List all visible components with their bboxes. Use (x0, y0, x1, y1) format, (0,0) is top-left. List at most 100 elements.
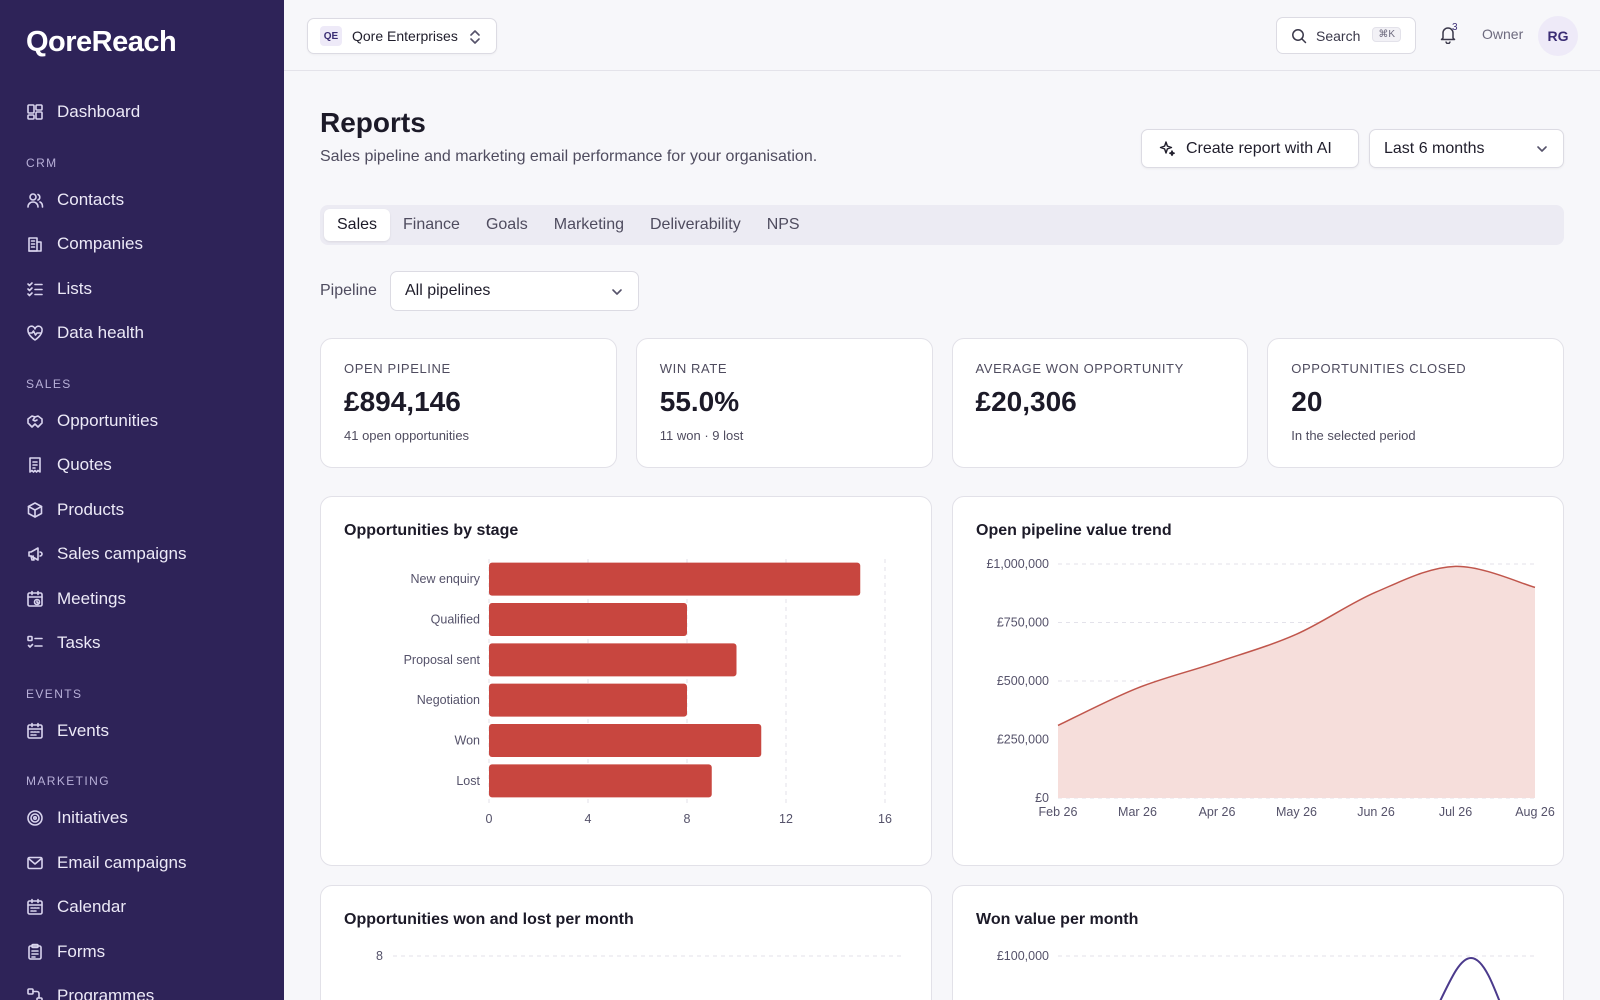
sidebar-item-forms[interactable]: Forms (0, 930, 284, 975)
card-title: Open pipeline value trend (976, 522, 1172, 539)
building-icon (26, 235, 44, 253)
sidebar-item-events[interactable]: Events (0, 709, 284, 754)
sidebar-item-label: Calendar (57, 897, 126, 917)
date-range-value: Last 6 months (1384, 139, 1485, 157)
list-check-icon (26, 280, 44, 298)
sidebar-item-email-campaigns[interactable]: Email campaigns (0, 841, 284, 886)
stat-value: 20 (1291, 386, 1323, 417)
sidebar-item-sales-campaigns[interactable]: Sales campaigns (0, 532, 284, 577)
tab-goals[interactable]: Goals (485, 216, 528, 233)
series-line[interactable] (1428, 956, 1509, 1000)
y-tick-label: £750,000 (997, 616, 1049, 630)
sidebar-item-companies[interactable]: Companies (0, 222, 284, 267)
stat-card: AVERAGE WON OPPORTUNITY £20,306 (951, 338, 1249, 468)
tab-deliverability[interactable]: Deliverability (650, 216, 741, 233)
create-report-ai-button[interactable]: Create report with AI (1141, 129, 1359, 168)
sidebar-section-title: MARKETING (26, 774, 110, 788)
receipt-icon (26, 456, 44, 474)
stat-note: In the selected period (1291, 428, 1416, 443)
sidebar-item-label: Events (57, 720, 109, 740)
stat-cards: OPEN PIPELINE £894,146 41 open opportuniti… (320, 338, 1564, 468)
x-tick-label: Jun 26 (1357, 805, 1395, 819)
series-line[interactable] (1057, 565, 1536, 727)
workflow-icon (26, 987, 44, 1000)
stat-label: AVERAGE WON OPPORTUNITY (975, 361, 1184, 376)
bar-won[interactable] (489, 724, 762, 757)
stat-value: £894,146 (344, 386, 461, 417)
box-icon (26, 501, 44, 519)
stat-note: 41 open opportunities (344, 428, 470, 443)
stat-note: 11 won · 9 lost (659, 428, 744, 443)
sidebar-item-calendar[interactable]: Calendar (0, 885, 284, 930)
bar-qualified[interactable] (489, 603, 687, 636)
sidebar: QoreReach Dashboard CRM Contacts Companies L… (0, 0, 284, 1000)
sidebar-item-label: Tasks (57, 633, 101, 653)
topbar: QE Qore Enterprises Search ⌘K 3 Owner RG (284, 0, 1600, 71)
sidebar-item-initiatives[interactable]: Initiatives (0, 796, 284, 841)
target-icon (26, 809, 44, 827)
avatar[interactable]: RG (1538, 16, 1578, 56)
card-title: Won value per month (976, 911, 1139, 928)
pipeline-select[interactable]: All pipelines (390, 271, 639, 311)
won-value-per-month-card: £100,000 Won value per month (952, 885, 1564, 1000)
bar-proposal-sent[interactable] (489, 643, 737, 677)
mail-icon (26, 854, 44, 872)
sidebar-item-dashboard[interactable]: Dashboard (0, 90, 284, 135)
tab-marketing[interactable]: Marketing (553, 216, 624, 233)
x-tick-label: 4 (585, 812, 592, 826)
y-tick-label: £1,000,000 (986, 557, 1049, 571)
x-tick-label: May 26 (1276, 805, 1317, 819)
search-button[interactable]: Search ⌘K (1276, 17, 1416, 54)
sidebar-section-title: EVENTS (26, 686, 83, 701)
ai-button-label: Create report with AI (1186, 139, 1332, 157)
pipeline-trend-card: £0 £250,000 £500,000 £750,000 £1,000,000 Feb … (952, 496, 1564, 866)
y-tick-label: £100,000 (997, 949, 1049, 963)
bell-icon[interactable] (1438, 24, 1458, 44)
sidebar-item-meetings[interactable]: Meetings (0, 577, 284, 622)
bar-new-enquiry[interactable] (489, 562, 861, 596)
app-logo[interactable]: QoreReach (26, 26, 177, 58)
sidebar-item-products[interactable]: Products (0, 488, 284, 533)
card-title: Opportunities by stage (344, 522, 519, 539)
clipboard-icon (26, 943, 44, 961)
bar-lost[interactable] (489, 764, 712, 798)
sidebar-item-contacts[interactable]: Contacts (0, 178, 284, 223)
sidebar-item-label: Meetings (57, 588, 126, 608)
sidebar-item-programmes[interactable]: Programmes (0, 974, 284, 1000)
sidebar-item-tasks[interactable]: Tasks (0, 621, 284, 666)
search-icon (1292, 28, 1307, 43)
calendar-clock-icon (26, 590, 44, 608)
opportunities-by-stage-card: 0 4 8 12 16 New enquiry Qualified Proposal sent… (320, 496, 932, 866)
user-role: Owner (1482, 26, 1524, 42)
date-range-select[interactable]: Last 6 months (1369, 129, 1564, 168)
sidebar-item-quotes[interactable]: Quotes (0, 443, 284, 488)
sidebar-item-lists[interactable]: Lists (0, 267, 284, 312)
pipeline-filter-label: Pipeline (320, 282, 377, 299)
search-shortcut: ⌘K (1372, 27, 1401, 42)
y-tick-label: £250,000 (997, 733, 1049, 747)
won-lost-chart: 8 (376, 949, 903, 963)
tab-sales[interactable]: Sales (324, 209, 391, 241)
sidebar-item-opportunities[interactable]: Opportunities (0, 399, 284, 444)
x-tick-label: 16 (878, 812, 892, 826)
bar-negotiation[interactable] (489, 683, 687, 717)
x-tick-label: Aug 26 (1515, 805, 1555, 819)
calendar-icon (26, 722, 44, 740)
stat-value: 55.0% (659, 386, 740, 417)
won-lost-per-month-card: 8 Opportunities won and lost per month (320, 885, 932, 1000)
organisation-switcher[interactable]: QE Qore Enterprises (307, 18, 497, 54)
sidebar-item-label: Products (57, 499, 125, 519)
tab-nps[interactable]: NPS (766, 216, 800, 233)
sidebar-item-label: Sales campaigns (57, 544, 187, 564)
sidebar-item-data-health[interactable]: Data health (0, 311, 284, 356)
search-label: Search (1316, 27, 1361, 44)
sidebar-item-label: Lists (57, 278, 92, 298)
sidebar-item-label: Email campaigns (57, 852, 187, 872)
sidebar-item-label: Companies (57, 234, 143, 254)
report-tabs: Sales Finance Goals Marketing Deliverability… (320, 205, 1564, 245)
tab-finance[interactable]: Finance (403, 216, 460, 233)
sidebar-item-label: Dashboard (57, 102, 141, 122)
x-tick-label: Feb 26 (1039, 805, 1078, 819)
pipeline-trend-chart: £0 £250,000 £500,000 £750,000 £1,000,000 Feb … (986, 557, 1555, 819)
sidebar-section-title: SALES (26, 376, 72, 391)
